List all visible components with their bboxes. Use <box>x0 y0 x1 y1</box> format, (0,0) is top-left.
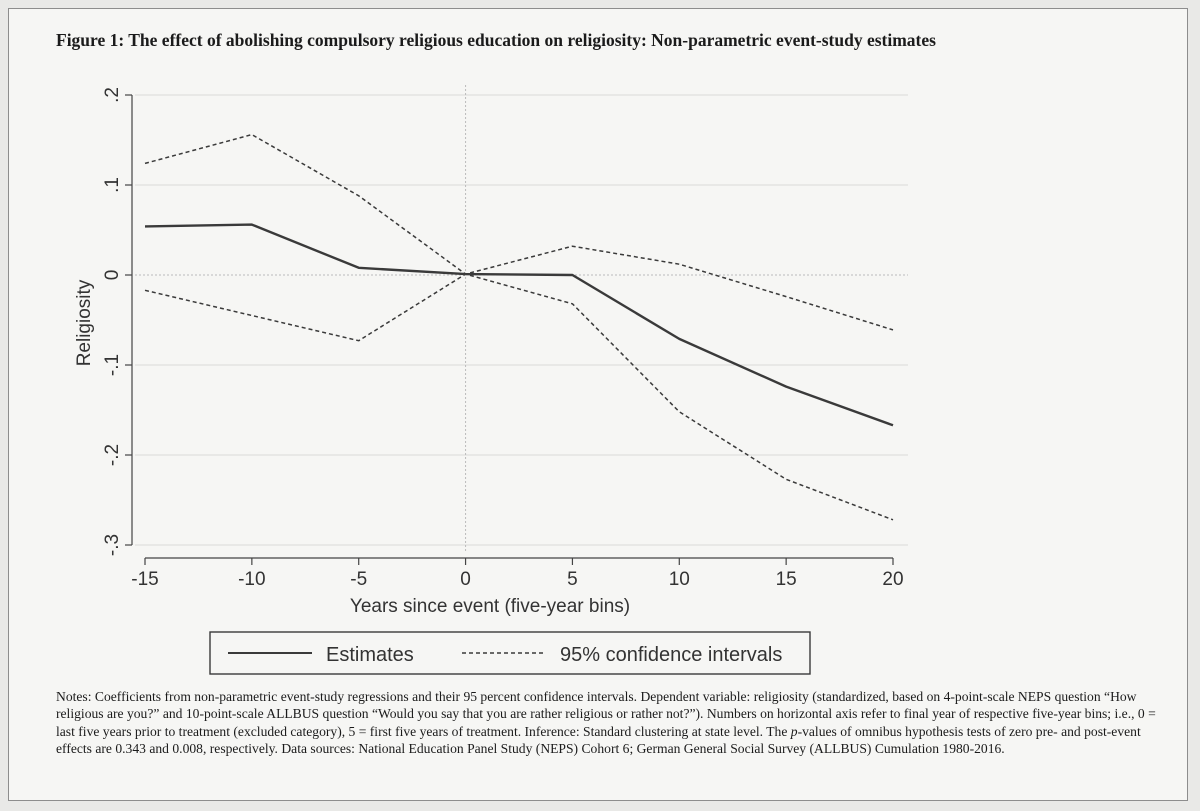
legend-label-estimates: Estimates <box>326 644 414 666</box>
grid <box>135 85 908 553</box>
x-tick-label: -5 <box>350 569 367 590</box>
y-tick-label: -.3 <box>102 534 123 556</box>
x-tick-label: -10 <box>238 569 265 590</box>
x-tick-label: 5 <box>567 569 578 590</box>
y-axis-label: Religiosity <box>74 279 95 366</box>
figure-notes: Notes: Coefficients from non-parametric … <box>56 688 1166 758</box>
x-axis-label: Years since event (five-year bins) <box>350 596 630 617</box>
axes: .2 .1 0 -.1 -.2 -.3 -15 -10 -5 0 5 10 15 20 <box>102 87 904 590</box>
y-tick-label: -.2 <box>102 444 123 466</box>
x-tick-label: 10 <box>669 569 690 590</box>
notes-text-2: -values of omnibus hypothesis tests of z… <box>56 723 1141 757</box>
legend-label-confidence-intervals: 95% confidence intervals <box>560 644 782 666</box>
ci-lower-line <box>144 273 894 521</box>
series <box>144 133 894 521</box>
x-tick-label: 15 <box>776 569 797 590</box>
y-tick-label: .2 <box>102 87 123 103</box>
figure-title: Figure 1: The effect of abolishing compu… <box>56 30 936 50</box>
y-tick-label: .1 <box>102 177 123 193</box>
estimates-line <box>144 223 894 427</box>
legend: Estimates 95% confidence intervals <box>209 631 811 675</box>
y-tick-label: 0 <box>102 270 123 281</box>
y-tick-label: -.1 <box>102 354 123 376</box>
ci-upper-line <box>144 133 894 331</box>
x-tick-label: -15 <box>131 569 158 590</box>
notes-italic-p: p <box>790 723 798 739</box>
x-tick-label: 20 <box>882 569 903 590</box>
notes-text-1: Notes: Coefficients from non-parametric … <box>56 689 1156 739</box>
x-tick-label: 0 <box>460 569 471 590</box>
